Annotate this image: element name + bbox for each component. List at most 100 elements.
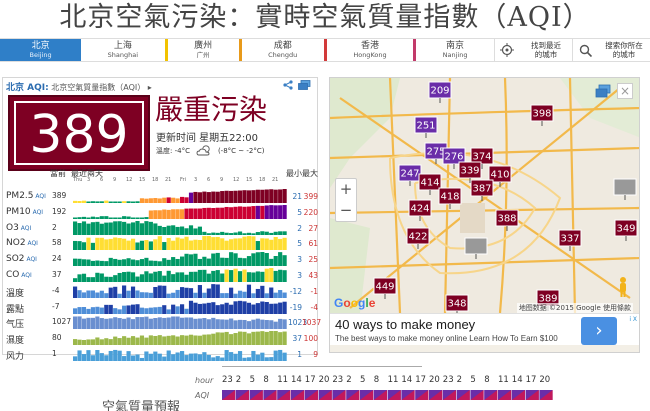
map-marker[interactable]: 276 <box>442 147 466 169</box>
pollutant-row-so2[interactable]: SO2 AQI 24 3 25 <box>3 251 319 267</box>
city-tab-1[interactable]: 上海 Shanghai <box>78 39 164 61</box>
map-canvas[interactable]: 2093982512752763743392474144103873394184… <box>330 78 640 313</box>
pollutant-row-co[interactable]: CO AQI 37 3 43 <box>3 267 319 283</box>
map-marker[interactable]: 410 <box>488 165 512 187</box>
city-tab-5[interactable]: 南京 Nanjing <box>413 39 494 61</box>
map-marker[interactable]: 209 <box>428 81 452 103</box>
dropdown-icon[interactable]: ▸ <box>147 83 152 92</box>
locate-nearest-link[interactable]: 找到最近 的城市 <box>520 39 572 61</box>
pollutant-label: SO2 <box>6 254 25 265</box>
map-marker[interactable]: 337 <box>558 229 582 251</box>
map-credit[interactable]: 地图数据 ©2015 Google 使用條款 <box>516 303 633 313</box>
map-marker[interactable]: 418 <box>438 187 462 209</box>
map-marker[interactable]: 247 <box>398 164 422 186</box>
spark-bar <box>180 351 185 361</box>
spark-bar <box>180 272 185 282</box>
map-marker[interactable]: 251 <box>414 116 438 138</box>
spark-bar <box>206 236 211 251</box>
forecast-cell-half <box>373 390 387 400</box>
zoom-controls: + − <box>335 178 357 222</box>
google-logo: Google <box>334 296 375 310</box>
share-icon[interactable] <box>283 80 293 90</box>
spark-bar <box>269 204 274 219</box>
map-marker[interactable]: 422 <box>406 227 430 249</box>
pegman-icon[interactable] <box>617 276 629 298</box>
city-name: 香港 <box>360 41 379 51</box>
map-marker[interactable]: 348 <box>445 294 469 313</box>
pollutant-row-pm25[interactable]: PM2.5 AQI 389 21 399 <box>3 188 319 204</box>
inactive-marker[interactable] <box>613 178 637 196</box>
zoom-in-button[interactable]: + <box>339 180 353 198</box>
ad-banner[interactable]: 40 ways to make money The best ways to m… <box>330 313 639 345</box>
pollutant-row-no2[interactable]: NO2 AQI 58 5 61 <box>3 235 319 251</box>
map-marker[interactable]: 388 <box>495 209 519 231</box>
forecast-hour: 14 <box>511 375 523 385</box>
forecast-cell <box>346 390 360 400</box>
spark-bar <box>229 190 234 203</box>
pollutant-row-humidity[interactable]: 濕度 80 37 100 <box>3 330 319 346</box>
spark-bar <box>282 270 287 282</box>
zoom-out-button[interactable]: − <box>339 201 353 219</box>
spark-bar <box>188 224 194 235</box>
ad-badge[interactable]: i X <box>629 316 637 323</box>
ad-title[interactable]: 40 ways to make money <box>335 317 476 332</box>
spark-bar <box>153 271 158 282</box>
header-min: 最小 <box>286 169 302 178</box>
city-tab-2[interactable]: 廣州 广州 <box>164 39 239 61</box>
pollutant-row-temp[interactable]: 溫度 -4 -12 -1 <box>3 283 319 299</box>
pollutant-row-dew[interactable]: 露點 -7 -19 -4 <box>3 299 319 315</box>
spark-bar <box>99 215 104 219</box>
pollutant-row-o3[interactable]: O3 AQI 2 2 27 <box>3 220 319 236</box>
spark-bar <box>215 191 220 203</box>
hour-tick: 15 <box>246 177 253 183</box>
map-marker[interactable]: 387 <box>470 179 494 201</box>
locate-icon[interactable] <box>493 39 520 61</box>
search-city-link[interactable]: 搜索你所在 的城市 <box>598 39 650 61</box>
close-icon[interactable]: × <box>617 83 633 99</box>
layers-icon[interactable] <box>595 84 611 98</box>
map-marker[interactable]: 449 <box>373 277 397 299</box>
pollutant-row-pressure[interactable]: 气压 1027 1023 1037 <box>3 314 321 330</box>
park-area <box>330 78 400 188</box>
pollutant-row-wind[interactable]: 风力 1 1 9 <box>3 346 319 362</box>
pollutant-current: 37 <box>52 270 62 279</box>
spark-bar <box>251 320 256 330</box>
map-marker[interactable]: 374 <box>470 147 494 169</box>
search-city-link-line: 搜索你所在 <box>605 41 643 50</box>
windows-icon[interactable] <box>298 80 311 90</box>
map-marker[interactable]: 424 <box>408 199 432 221</box>
ad-subtitle[interactable]: The best ways to make money online Learn… <box>335 334 558 343</box>
spark-bar <box>175 259 180 267</box>
spark-bar <box>215 207 220 219</box>
map-marker[interactable]: 349 <box>614 219 638 241</box>
spark-bar <box>122 285 127 298</box>
city-tab-3[interactable]: 成都 Chengdu <box>238 39 324 61</box>
spark-bar <box>237 231 243 235</box>
map-panel[interactable]: 2093982512752763743392474144103873394184… <box>329 77 640 353</box>
spark-bar <box>246 206 252 219</box>
spark-bar <box>126 258 131 267</box>
inactive-marker[interactable] <box>464 237 488 255</box>
city-tab-4[interactable]: 香港 HongKong <box>323 39 413 61</box>
pollutant-max: 100 <box>303 334 318 344</box>
pollutant-current: 1027 <box>52 317 72 327</box>
spark-bar <box>197 318 202 330</box>
city-tab-0[interactable]: 北京 Beijing <box>0 39 79 61</box>
ad-arrow-button[interactable]: › <box>581 317 617 345</box>
map-marker[interactable]: 339 <box>458 161 482 183</box>
search-icon[interactable] <box>571 39 598 61</box>
spark-bar <box>273 303 278 314</box>
pollutant-row-pm10[interactable]: PM10 AQI 192 5 220 <box>3 204 319 220</box>
pollutant-name: 濕度 <box>6 333 24 346</box>
aqi-badge: 389 <box>8 95 150 171</box>
spark-bar <box>251 293 256 298</box>
map-marker[interactable]: 398 <box>530 104 554 126</box>
spark-bar <box>90 261 95 267</box>
spark-bar <box>197 335 202 346</box>
spark-bar <box>148 210 153 219</box>
spark-bar <box>255 252 260 267</box>
spark-bar <box>117 308 122 314</box>
spark-bar <box>251 205 256 219</box>
map-marker[interactable]: 414 <box>418 173 442 195</box>
temperature-label: 溫度: -4°C <box>156 146 190 155</box>
